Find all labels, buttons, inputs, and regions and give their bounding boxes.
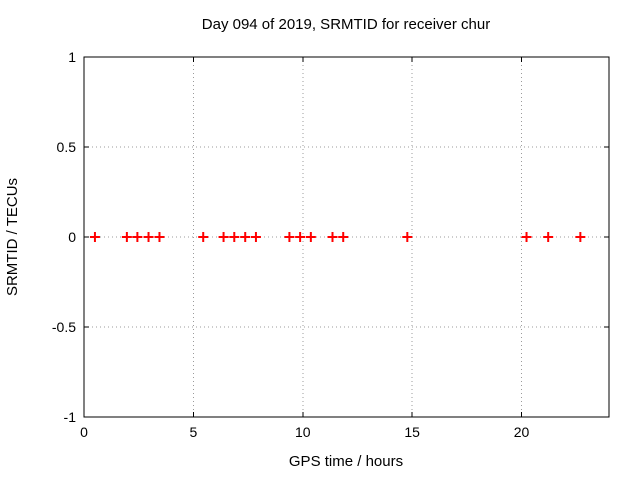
data-point-marker xyxy=(250,232,261,242)
data-point-marker xyxy=(229,232,240,242)
data-point-marker xyxy=(327,232,338,242)
data-point-marker xyxy=(121,232,132,242)
plot-border xyxy=(83,56,610,418)
data-point-marker xyxy=(89,232,100,242)
data-point-marker xyxy=(338,232,349,242)
y-tick-label: -0.5 xyxy=(52,319,76,335)
data-point-marker xyxy=(154,232,165,242)
data-point-marker xyxy=(543,232,554,242)
y-tick-label: -1 xyxy=(64,409,77,425)
y-tick-label: 0 xyxy=(68,229,76,245)
data-point-marker xyxy=(284,232,295,242)
x-tick-label: 15 xyxy=(404,424,420,440)
data-point-marker xyxy=(295,232,306,242)
data-point-marker xyxy=(305,232,316,242)
x-tick-label: 0 xyxy=(80,424,88,440)
y-tick-label: 1 xyxy=(68,49,76,65)
x-tick-label: 10 xyxy=(295,424,311,440)
data-point-marker xyxy=(143,232,154,242)
x-tick-label: 20 xyxy=(514,424,530,440)
data-point-marker xyxy=(218,232,229,242)
data-point-marker xyxy=(521,232,532,242)
data-point-marker xyxy=(575,232,586,242)
x-axis-label: GPS time / hours xyxy=(289,453,403,470)
data-point-marker xyxy=(198,232,209,242)
y-tick-label: 0.5 xyxy=(57,139,77,155)
data-point-marker xyxy=(240,232,251,242)
chart-title: Day 094 of 2019, SRMTID for receiver chu… xyxy=(202,16,490,33)
tick-labels: 0 5 10 15 20 -1 -0.5 0 0.5 1 xyxy=(52,49,530,440)
x-tick-label: 5 xyxy=(189,424,197,440)
data-points xyxy=(89,232,586,242)
data-point-marker xyxy=(132,232,143,242)
data-point-marker xyxy=(402,232,413,242)
y-axis-label: SRMTID / TECUs xyxy=(4,178,21,296)
